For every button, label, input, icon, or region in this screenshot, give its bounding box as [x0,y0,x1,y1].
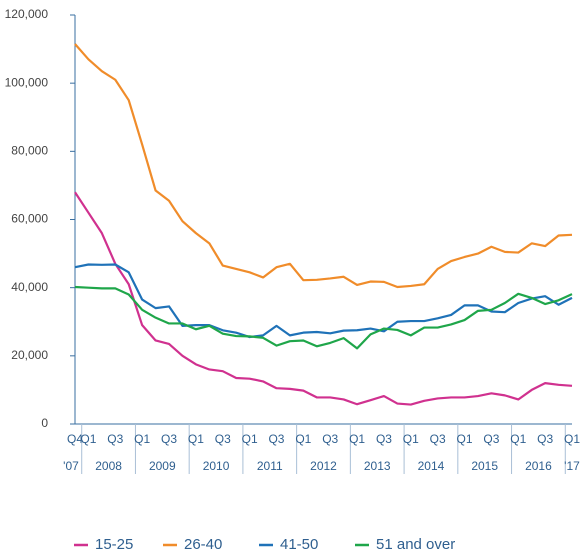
x-group-label: 2012 [310,459,337,473]
x-group-label: 2008 [95,459,122,473]
y-tick-label: 0 [41,416,48,430]
x-tick-label: Q3 [322,432,338,446]
x-tick-label: Q1 [295,432,311,446]
y-tick-label: 80,000 [11,144,48,158]
series-line [74,263,573,339]
x-tick-label: Q3 [107,432,123,446]
x-group-label: 2009 [149,459,176,473]
x-tick-label: Q1 [188,432,204,446]
x-tick-label: Q1 [564,432,580,446]
legend-label: 15-25 [95,536,133,553]
x-group-label: 2011 [257,459,283,473]
series-line [74,43,573,289]
x-tick-label: Q3 [215,432,231,446]
y-tick-label: 20,000 [11,348,48,362]
x-group-label: 2013 [364,459,391,473]
x-tick-label: Q1 [457,432,473,446]
x-group-label: '17 [564,459,580,473]
x-tick-label: Q1 [403,432,419,446]
x-tick-label: Q3 [483,432,499,446]
x-group-label: 2010 [203,459,230,473]
x-tick-label: Q4 [67,432,83,446]
legend-label: 41-50 [280,536,318,553]
x-group-label: 2016 [525,459,552,473]
series-line [74,191,573,406]
x-group-label: '07 [63,459,79,473]
y-tick-label: 40,000 [11,280,48,294]
x-tick-label: Q1 [242,432,258,446]
x-tick-label: Q3 [268,432,284,446]
y-tick-label: 120,000 [5,7,49,21]
x-group-label: 2015 [471,459,498,473]
y-tick-label: 100,000 [5,75,49,89]
x-tick-label: Q3 [537,432,553,446]
x-tick-label: Q3 [161,432,177,446]
legend-label: 26-40 [184,536,222,553]
legend-label: 51 and over [376,536,455,553]
y-tick-label: 60,000 [11,212,48,226]
x-tick-label: Q1 [80,432,96,446]
series-line [74,285,573,350]
x-tick-label: Q1 [349,432,365,446]
x-tick-label: Q3 [376,432,392,446]
x-tick-label: Q1 [510,432,526,446]
x-tick-label: Q3 [430,432,446,446]
x-tick-label: Q1 [134,432,150,446]
x-group-label: 2014 [418,459,445,473]
